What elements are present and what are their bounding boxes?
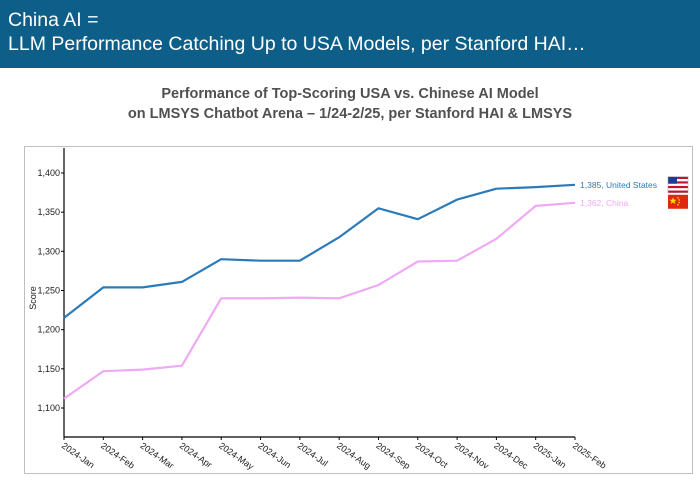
series-line-china [63, 201, 576, 400]
y-tick-label: 1,300 [37, 246, 60, 256]
china-flag-icon [668, 194, 688, 209]
series-line-united-states [63, 183, 576, 319]
x-tick-label: 2024-Dec [492, 440, 530, 471]
series-lines [63, 183, 576, 400]
x-tick-label: 2024-Mar [138, 440, 175, 470]
y-tick-label: 1,200 [37, 325, 60, 335]
chart-title: Performance of Top-Scoring USA vs. Chine… [0, 84, 700, 124]
chart-axes: Score [28, 148, 575, 438]
y-tick-label: 1,400 [37, 168, 60, 178]
chart-frame [24, 146, 693, 474]
x-tick-label: 2024-Nov [453, 440, 491, 471]
x-tick-label: 2024-Aug [335, 440, 373, 471]
x-tick-label: 2024-Sep [374, 440, 412, 471]
y-tick-label: 1,100 [37, 403, 60, 413]
slide-title-banner: China AI = LLM Performance Catching Up t… [0, 0, 700, 68]
slide-title-line-1: China AI = [8, 9, 99, 31]
chart-title-line-2: on LMSYS Chatbot Arena – 1/24-2/25, per … [127, 106, 573, 122]
x-tick-label: 2024-Jul [296, 440, 330, 468]
end-label-china: 1,362, China [580, 198, 628, 208]
x-tick-label: 2025-Jan [532, 440, 568, 470]
x-tick-label: 2024-Oct [414, 440, 450, 470]
end-label-united-states: 1,385, United States [580, 180, 657, 190]
series-end-labels: 1,385, United States 1,362, China [580, 176, 689, 209]
y-axis-ticks: 1,100 1,150 1,200 1,250 1,300 1,350 1,400 [37, 168, 64, 413]
x-tick-label: 2024-Jun [256, 440, 292, 470]
y-tick-label: 1,350 [37, 207, 60, 217]
y-tick-label: 1,250 [37, 286, 60, 296]
y-axis-label: Score [28, 286, 38, 310]
x-tick-label: 2024-Jan [60, 440, 96, 470]
slide-title-line-2: LLM Performance Catching Up to USA Model… [8, 33, 586, 55]
x-tick-label: 2024-Apr [178, 440, 214, 469]
x-tick-label: 2024-Feb [99, 440, 136, 470]
us-flag-icon [667, 176, 689, 193]
x-tick-label: 2025-Feb [571, 440, 608, 470]
x-axis-ticks: 2024-Jan 2024-Feb 2024-Mar 2024-Apr 2024-May… [60, 437, 608, 472]
y-tick-label: 1,150 [37, 364, 60, 374]
x-tick-label: 2024-May [217, 440, 256, 471]
chart-title-line-1: Performance of Top-Scoring USA vs. Chine… [161, 86, 539, 102]
